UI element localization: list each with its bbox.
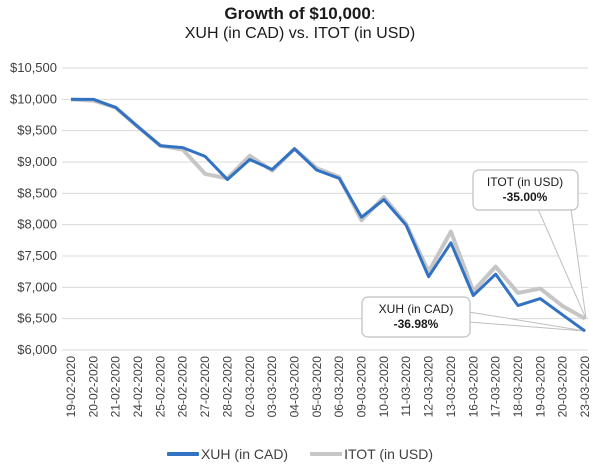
callout-pointers [468, 208, 587, 332]
y-tick-label: $7,000 [17, 279, 57, 294]
y-tick-label: $6,000 [17, 342, 57, 357]
x-tick-label: 27-02-2020 [198, 356, 212, 418]
y-axis: $6,000 $6,500 $7,000 $7,500 $8,000 $8,500 $9,0… [10, 60, 57, 357]
itot-swatch [310, 452, 343, 456]
x-tick-label: 13-03-2020 [444, 356, 458, 418]
y-tick-label: $10,500 [10, 60, 57, 75]
x-tick-label: 18-03-2020 [511, 356, 525, 418]
x-tick-label: 11-03-2020 [399, 356, 413, 417]
x-tick-label: 26-02-2020 [176, 356, 190, 418]
x-tick-label: 16-03-2020 [466, 356, 480, 418]
legend-item-itot[interactable]: ITOT (in USD) [310, 446, 433, 462]
x-tick-label: 28-02-2020 [220, 356, 234, 418]
itot-callout-value: -35.00% [503, 190, 548, 204]
x-tick-label: 02-03-2020 [243, 356, 257, 418]
y-tick-label: $10,000 [10, 91, 57, 106]
xuh-callout: XUH (in CAD) -36.98% [361, 296, 471, 338]
title-colon: : [370, 4, 376, 23]
x-tick-label: 21-02-2020 [109, 356, 123, 418]
itot-callout-label: ITOT (in USD) [487, 175, 563, 189]
y-tick-label: $9,500 [17, 123, 57, 138]
y-tick-label: $9,000 [17, 154, 57, 169]
x-tick-label: 05-03-2020 [310, 356, 324, 418]
legend-label-xuh: XUH (in CAD) [200, 446, 289, 462]
y-tick-label: $7,500 [17, 248, 57, 263]
x-tick-label: 10-03-2020 [377, 356, 391, 418]
y-tick-label: $6,500 [17, 311, 57, 326]
x-tick-label: 19-03-2020 [533, 356, 547, 418]
legend-item-xuh[interactable]: XUH (in CAD) [166, 446, 289, 462]
xuh-swatch [166, 452, 199, 456]
x-tick-label: 12-03-2020 [422, 356, 436, 418]
legend: XUH (in CAD) ITOT (in USD) [0, 446, 600, 462]
y-tick-label: $8,000 [17, 217, 57, 232]
legend-label-itot: ITOT (in USD) [344, 446, 434, 462]
x-tick-label: 20-03-2020 [556, 356, 570, 418]
chart-subtitle: XUH (in CAD) vs. ITOT (in USD) [184, 25, 416, 42]
xuh-callout-label: XUH (in CAD) [379, 302, 454, 316]
x-tick-label: 19-02-2020 [64, 356, 78, 418]
title-main: Growth of $10,000 [224, 4, 371, 23]
x-tick-label: 23-03-2020 [578, 356, 592, 418]
x-tick-label: 04-03-2020 [287, 356, 301, 418]
x-tick-label: 20-02-2020 [86, 356, 100, 418]
y-tick-label: $8,500 [17, 185, 57, 200]
x-tick-label: 03-03-2020 [265, 356, 279, 418]
x-axis: 19-02-2020 20-02-2020 21-02-2020 24-02-2020… [64, 356, 592, 418]
x-tick-label: 09-03-2020 [355, 356, 369, 418]
chart-title: Growth of $10,000: XUH (in CAD) vs. ITOT… [0, 4, 600, 44]
xuh-series-line [71, 97, 586, 333]
x-tick-label: 06-03-2020 [332, 356, 346, 418]
x-tick-label: 24-02-2020 [131, 356, 145, 418]
x-tick-label: 17-03-2020 [489, 356, 503, 418]
x-tick-label: 25-02-2020 [153, 356, 167, 418]
itot-callout: ITOT (in USD) -35.00% [472, 169, 579, 211]
xuh-callout-value: -36.98% [394, 317, 439, 331]
